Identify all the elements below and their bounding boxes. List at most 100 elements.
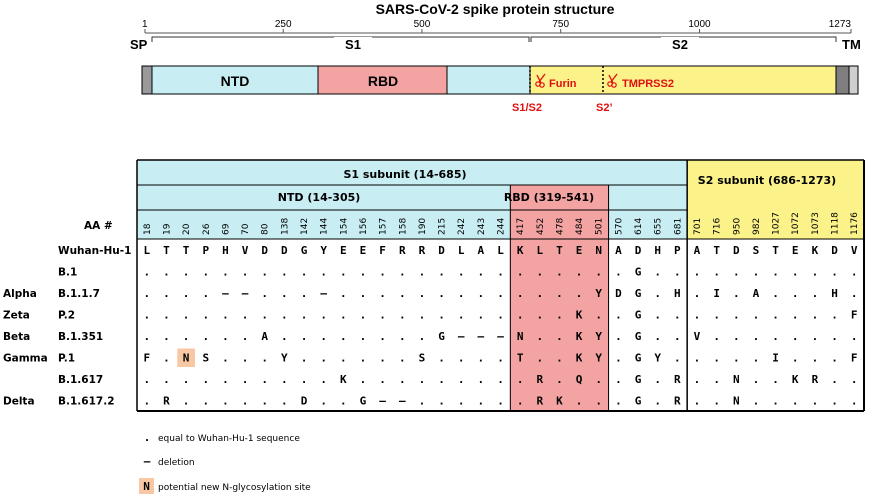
mutation-cell: . (772, 373, 779, 386)
mutation-cell: H (654, 244, 661, 257)
table-backgrounds (137, 160, 864, 411)
mutation-cell: . (851, 266, 858, 279)
mutation-cell: . (536, 352, 543, 365)
mutation-cell: . (536, 309, 543, 322)
mutation-cell: . (458, 352, 465, 365)
position-label: 18 (143, 223, 153, 235)
mutation-cell: . (812, 287, 819, 300)
mutation-cell: R (399, 244, 406, 257)
mutation-cell: F (851, 352, 858, 365)
mutation-cell: K (576, 352, 583, 365)
rbd-label: RBD (368, 73, 398, 89)
mutation-cell: . (202, 287, 209, 300)
mutation-cell: . (183, 287, 190, 300)
mutation-cell: . (536, 330, 543, 343)
mutation-cell: G (635, 266, 642, 279)
mutation-cells: L T T P H V D D G Y E E F R R D L A L K L T E N A D H P A T D S T E K D V...… (144, 244, 858, 408)
ruler-tick-label: 500 (414, 19, 431, 30)
legend-dash-symbol: – (144, 455, 151, 468)
mutation-cell: R (163, 395, 170, 408)
mutation-cell: . (674, 309, 681, 322)
mutation-cell: . (792, 287, 799, 300)
mutation-cell: . (419, 395, 426, 408)
mutation-cell: . (301, 266, 308, 279)
mutation-cell: . (320, 373, 327, 386)
mutation-cell: . (281, 395, 288, 408)
mutation-cell: . (242, 352, 249, 365)
mutation-cell: K (517, 244, 524, 257)
position-label: 242 (457, 218, 467, 235)
mutation-cell: . (261, 266, 268, 279)
mutation-cell: . (812, 330, 819, 343)
position-label: 154 (339, 218, 349, 235)
mutation-cell: . (242, 266, 249, 279)
mutation-cell: . (536, 266, 543, 279)
ruler-tick-label: 1 (142, 19, 148, 30)
mutation-cell: . (556, 330, 563, 343)
s2-label-bg (661, 37, 699, 51)
mutation-cell: H (674, 287, 681, 300)
mutation-cell: . (674, 352, 681, 365)
mutation-cell: . (281, 266, 288, 279)
mutation-cell: R (419, 244, 426, 257)
mutation-cell: F (851, 309, 858, 322)
tm-segment (835, 65, 850, 95)
mutation-cell: . (517, 309, 524, 322)
mutation-cell: . (694, 373, 701, 386)
ntd-subheader: NTD (14-305) (278, 191, 361, 204)
sp-label: SP (130, 37, 148, 52)
position-label: 701 (693, 218, 703, 235)
mutation-cell: A (615, 244, 622, 257)
mutation-cell: . (556, 309, 563, 322)
mutation-cell: . (320, 309, 327, 322)
mutation-cell: I (713, 287, 720, 300)
mutation-cell: . (458, 266, 465, 279)
mutation-cell: . (360, 309, 367, 322)
mutation-cell: . (497, 287, 504, 300)
ruler-tick-label: 750 (552, 19, 569, 30)
mutation-cell: T (517, 352, 524, 365)
mutation-cell: S (419, 352, 426, 365)
mutation-cell: G (635, 373, 642, 386)
mutation-cell: . (340, 309, 347, 322)
mutation-cell: N (183, 352, 190, 365)
mutation-cell: . (753, 395, 760, 408)
mutation-cell: . (556, 287, 563, 300)
mutation-cell: . (595, 309, 602, 322)
mutation-cell: . (595, 395, 602, 408)
position-label: 70 (241, 223, 251, 235)
mutation-cell: Q (576, 373, 583, 386)
legend-glyco-symbol: N (143, 480, 150, 493)
legend-glyco-text: potential new N-glycosylation site (158, 483, 311, 493)
mutation-cell: . (163, 352, 170, 365)
position-label: 244 (497, 218, 507, 235)
row-labels: Wuhan-Hu-1 B.1 Alpha B.1.1.7 Zeta P.2 Beta B.1.… (3, 245, 131, 408)
legend-dash-text: deletion (158, 458, 195, 468)
mutation-cell: . (517, 395, 524, 408)
mutation-cell: . (753, 373, 760, 386)
mutation-cell: . (615, 309, 622, 322)
mutation-cell: . (281, 309, 288, 322)
mutation-cell: K (556, 395, 563, 408)
mutation-cell: . (753, 330, 760, 343)
mutation-cell: . (419, 266, 426, 279)
mutation-cell: G (360, 395, 367, 408)
mutation-cell: – (379, 395, 386, 408)
mutation-cell: – (399, 395, 406, 408)
variant-label: P.2 (58, 310, 75, 322)
mutation-cell: . (438, 373, 445, 386)
mutation-cell: R (536, 373, 543, 386)
mutation-cell: . (163, 287, 170, 300)
mutation-cell: . (654, 395, 661, 408)
mutation-cell: . (281, 287, 288, 300)
mutation-cell: S (753, 244, 760, 257)
mutation-cell: P (202, 244, 209, 257)
furin-label: Furin (549, 78, 577, 90)
mutation-cell: – (320, 287, 327, 300)
mutation-cell: . (320, 330, 327, 343)
mutation-cell: T (163, 244, 170, 257)
mutation-cell: . (144, 287, 151, 300)
ruler-ticks: 1 250 500 750 1000 1273 (142, 19, 852, 33)
mutation-cell: . (438, 395, 445, 408)
